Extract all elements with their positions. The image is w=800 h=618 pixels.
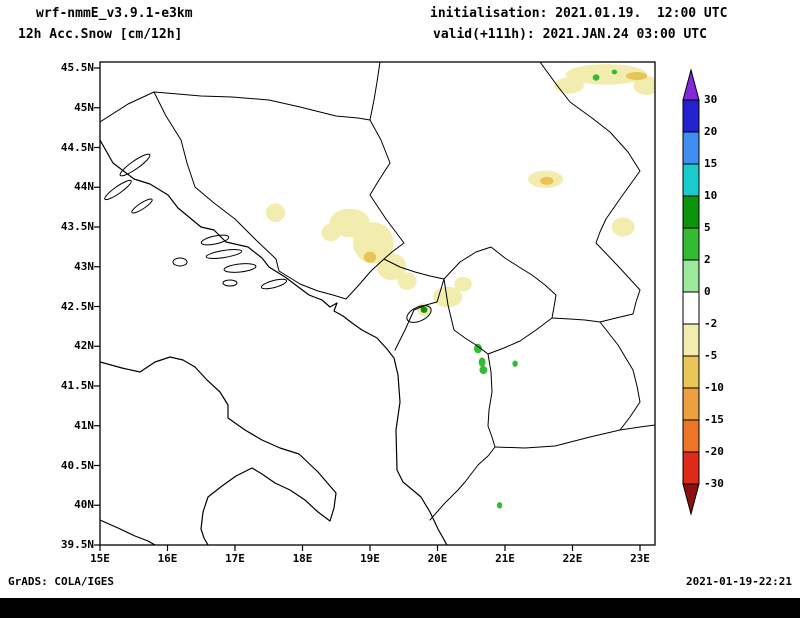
lake-skadar (406, 305, 432, 323)
snow-region (540, 176, 554, 185)
field-title: 12h Acc.Snow [cm/12h] (18, 27, 183, 42)
snow-region (633, 76, 655, 95)
map-frame (99, 61, 656, 546)
snow-region (397, 272, 417, 290)
country-border (345, 119, 405, 300)
init-time: initialisation: 2021.01.19. 12:00 UTC (430, 6, 728, 21)
snow-region (512, 360, 518, 367)
bottom-black-bar (0, 598, 800, 618)
snow-region (454, 277, 472, 292)
snow-region (479, 366, 488, 375)
snow-region (478, 357, 486, 368)
creation-timestamp: 2021-01-19-22:21 (686, 575, 792, 588)
snow-region (565, 64, 647, 85)
colorbar-segment (682, 451, 700, 485)
colorbar-arrow-bottom (682, 483, 700, 516)
colorbar-segment (682, 419, 700, 453)
country-border (599, 321, 641, 431)
colorbar-segment (682, 99, 700, 133)
island (131, 198, 153, 214)
valid-time: valid(+111h): 2021.JAN.24 03:00 UTC (433, 27, 707, 42)
model-name: wrf-nmmE_v3.9.1-e3km (36, 6, 193, 21)
snow-region (363, 251, 377, 263)
coastline-east-adriatic (100, 139, 448, 545)
island (200, 234, 230, 246)
snow-region (611, 69, 618, 75)
colorbar-arrow-top (682, 68, 700, 101)
adriatic-islands (104, 153, 288, 290)
country-border (539, 62, 641, 323)
country-borders (100, 62, 655, 521)
island (172, 257, 188, 267)
colorbar-segment (682, 227, 700, 261)
snow-region (266, 203, 285, 223)
snow-region (611, 217, 635, 237)
snow-region (353, 222, 394, 264)
axis-ticks (94, 67, 641, 551)
island (104, 179, 132, 201)
snow-region (420, 306, 428, 313)
country-border (494, 424, 655, 449)
island (223, 263, 257, 273)
snow-region (496, 502, 503, 509)
island (205, 249, 243, 259)
snow-region (474, 343, 482, 354)
colorbar-segment (682, 195, 700, 229)
snow-region (376, 253, 407, 281)
geography-layer (100, 62, 655, 545)
island (260, 278, 288, 290)
country-border (383, 258, 445, 280)
colorbar-segment (682, 131, 700, 165)
country-border (278, 270, 347, 300)
colorbar-segment (682, 291, 700, 325)
country-border (443, 246, 557, 355)
snow-region (321, 223, 341, 242)
island (119, 153, 151, 177)
colorbar-segment (682, 387, 700, 421)
country-border (487, 353, 496, 448)
coastline-italy (100, 356, 337, 545)
colorbar-segment (682, 163, 700, 197)
snow-region (554, 77, 584, 94)
colorbar-segment (682, 259, 700, 293)
snow-region (625, 72, 648, 80)
colorbar-segment (682, 355, 700, 389)
colorbar-segment (682, 323, 700, 357)
country-border (153, 91, 280, 272)
country-border (429, 446, 496, 521)
country-border (394, 278, 445, 351)
country-border (100, 62, 381, 123)
snow-shading-layer (266, 64, 655, 509)
island (222, 279, 238, 287)
colorbar (682, 68, 700, 516)
grads-credit: GrADS: COLA/IGES (8, 575, 114, 588)
snow-region (592, 74, 600, 81)
coastline-calabria (100, 519, 156, 545)
